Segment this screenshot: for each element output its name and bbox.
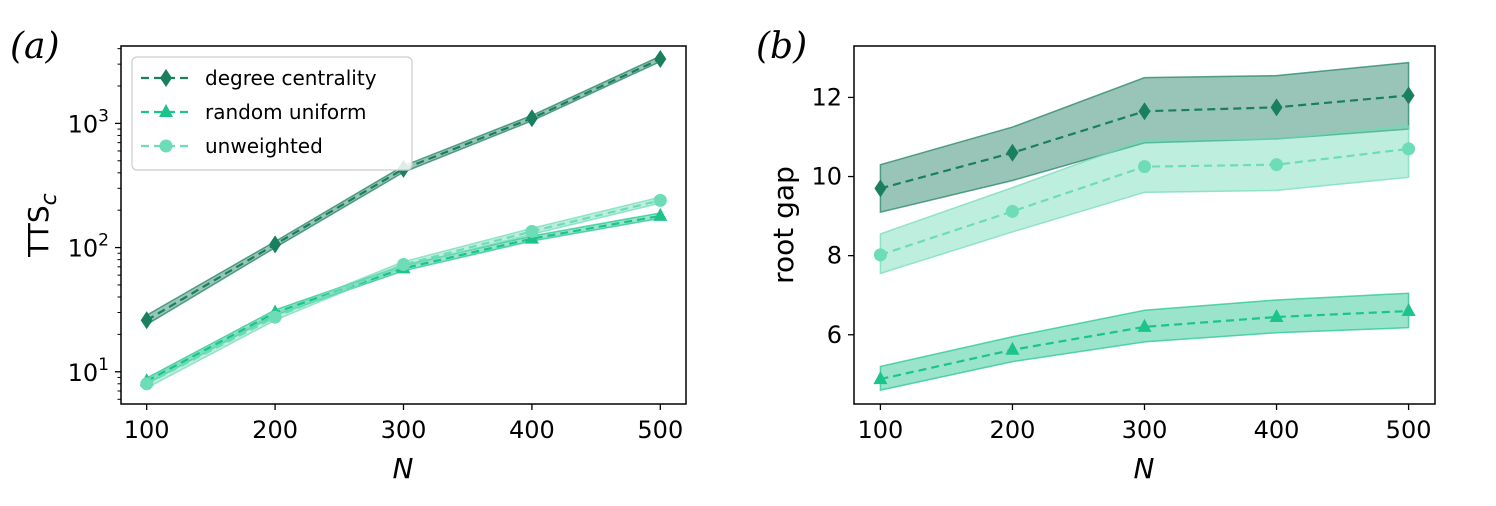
point-unweighted — [873, 248, 887, 262]
point-random-uniform — [1005, 341, 1020, 355]
x-tick-label: 500 — [637, 416, 683, 444]
point-unweighted — [1005, 204, 1019, 218]
point-random-uniform — [653, 207, 668, 221]
band-random-uniform — [145, 212, 662, 386]
panel-a-lines — [146, 58, 661, 385]
line-degree-centrality — [146, 58, 661, 322]
point-unweighted — [1138, 160, 1151, 174]
x-tick-label: 300 — [381, 416, 427, 444]
x-tick-label: 100 — [124, 416, 170, 444]
line-random-uniform — [880, 309, 1409, 381]
point-unweighted — [525, 224, 539, 238]
line-unweighted — [146, 199, 661, 385]
panel-a-y-ticks: 101 102 103 — [68, 48, 121, 400]
x-tick-label: 200 — [252, 416, 298, 444]
panel-a-y-axis-label-sub: c — [37, 193, 62, 205]
panel-b: (b) 100 200 300 400 500 6 8 10 12 N root gap — [756, 26, 1436, 485]
panel-b-y-ticks: 6 8 10 12 — [811, 83, 854, 349]
point-random-uniform — [1401, 303, 1416, 317]
point-unweighted — [1270, 158, 1284, 172]
panel-a-legend: degree centrality random uniform unweighte… — [131, 56, 413, 171]
point-degree-centrality — [654, 50, 667, 69]
band-unweighted — [145, 196, 662, 390]
panel-a: (a) 100 200 300 400 500 101 102 103 N TTSc deg… — [10, 26, 687, 485]
y-tick-label: 10 — [811, 163, 842, 191]
point-degree-centrality — [525, 109, 538, 128]
panel-b-x-ticks: 100 200 300 400 500 — [858, 404, 1432, 444]
y-tick-label: 8 — [827, 242, 842, 270]
legend-box — [131, 56, 413, 171]
point-degree-centrality — [1270, 98, 1283, 117]
point-unweighted — [140, 377, 154, 391]
panel-a-markers — [139, 50, 668, 391]
y-tick-label: 6 — [827, 321, 842, 349]
y-tick-label: 102 — [68, 231, 109, 263]
panel-b-label: (b) — [756, 26, 807, 67]
point-unweighted — [653, 193, 667, 207]
x-tick-label: 400 — [1254, 416, 1300, 444]
band-random-uniform — [879, 292, 1410, 392]
legend-marker — [160, 69, 172, 87]
line-random-uniform — [146, 214, 661, 383]
point-random-uniform — [1269, 308, 1284, 322]
panel-b-x-axis-label: N — [1134, 452, 1155, 485]
x-tick-label: 400 — [509, 416, 555, 444]
point-random-uniform — [1137, 318, 1152, 332]
point-degree-centrality — [874, 179, 887, 198]
x-tick-label: 200 — [990, 416, 1036, 444]
x-tick-label: 500 — [1386, 416, 1432, 444]
legend-marker — [159, 104, 173, 117]
point-unweighted — [1402, 142, 1416, 156]
point-degree-centrality — [1402, 86, 1415, 105]
y-tick-label: 12 — [811, 83, 842, 111]
x-tick-label: 100 — [858, 416, 904, 444]
x-tick-label: 300 — [1122, 416, 1168, 444]
legend-label: unweighted — [205, 134, 323, 158]
panel-a-y-axis-label-main: TTS — [22, 205, 55, 258]
legend-label: degree centrality — [205, 66, 377, 90]
point-unweighted — [397, 258, 410, 272]
panel-b-y-axis-label: root gap — [767, 166, 800, 284]
point-unweighted — [268, 310, 282, 324]
legend-items: degree centrality random uniform unweighte… — [141, 66, 377, 158]
panel-a-x-ticks: 100 200 300 400 500 — [124, 404, 683, 444]
point-degree-centrality — [1006, 143, 1019, 162]
panel-a-label: (a) — [10, 26, 60, 67]
y-tick-label: 103 — [68, 106, 109, 138]
point-degree-centrality — [1138, 102, 1151, 121]
point-degree-centrality — [269, 235, 282, 254]
panel-a-x-axis-label: N — [393, 452, 414, 485]
point-random-uniform — [873, 371, 888, 385]
legend-marker — [159, 139, 173, 153]
panel-b-markers — [873, 86, 1416, 385]
y-tick-label: 101 — [68, 355, 109, 387]
legend-label: random uniform — [205, 100, 366, 124]
point-degree-centrality — [140, 311, 153, 330]
panel-a-y-axis-label: TTSc — [22, 193, 62, 258]
